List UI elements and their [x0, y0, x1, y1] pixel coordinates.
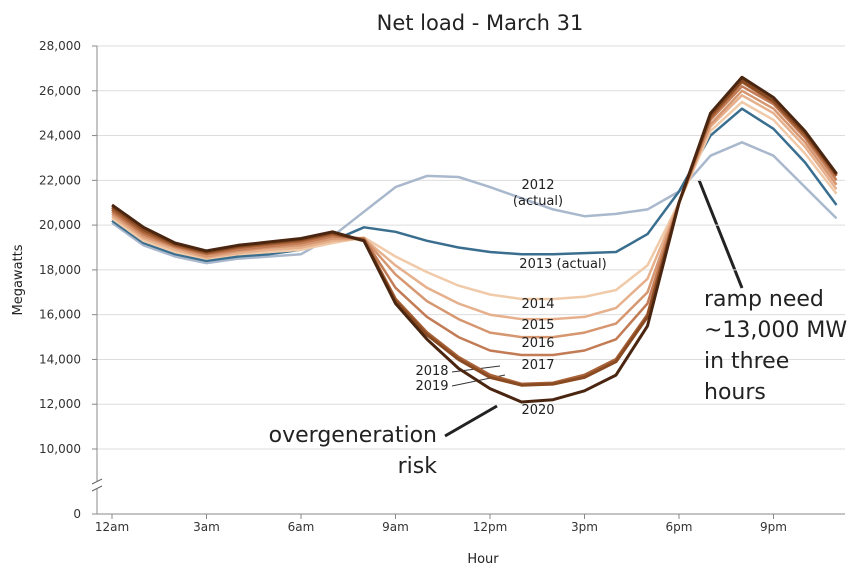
series-label: 2015: [521, 318, 555, 333]
series-label: 2012 (actual): [512, 178, 564, 209]
series-line: [111, 141, 838, 265]
y-axis-label: Megawatts: [11, 244, 26, 315]
series-line: [111, 75, 838, 404]
y-tick-label: 26,000: [39, 84, 81, 98]
y-tick-label: 12,000: [39, 397, 81, 411]
annotation-line: ramp need: [704, 287, 824, 312]
axis-break: [91, 478, 103, 485]
x-tick-label: 6am: [288, 520, 315, 534]
annotation-line: in three hours: [704, 349, 790, 405]
x-tick-label: 3am: [193, 520, 220, 534]
series-label: 2020: [521, 403, 555, 418]
series-label: 2014: [521, 297, 555, 312]
x-tick-label: 3pm: [571, 520, 598, 534]
x-tick-label: 12am: [95, 520, 129, 534]
x-tick-label: 9pm: [760, 520, 787, 534]
y-tick-label: 0: [73, 507, 81, 521]
series-line: [111, 107, 838, 263]
overgen-arrow: [444, 404, 498, 438]
y-tick-label: 16,000: [39, 308, 81, 322]
x-tick-label: 9am: [382, 520, 409, 534]
series-label: 2017: [521, 358, 555, 373]
series-line: [111, 94, 838, 321]
y-tick-label: 20,000: [39, 218, 81, 232]
axis-break-gap: [91, 481, 103, 489]
y-tick-label: 28,000: [39, 39, 81, 53]
ramp-arrow: [697, 179, 744, 289]
series-label: 2016: [521, 336, 555, 351]
series-label: 2019: [415, 379, 449, 394]
series-label: 2018: [415, 364, 449, 379]
axis-break: [91, 485, 103, 492]
y-tick-label: 22,000: [39, 173, 81, 187]
annotation: overgeneration risk: [235, 420, 437, 482]
series-line: [111, 85, 838, 357]
chart-title: Net load - March 31: [377, 11, 584, 35]
annotation: ramp need ~13,000 MW in three hours: [704, 284, 852, 408]
y-tick-label: 18,000: [39, 263, 81, 277]
y-tick-label: 14,000: [39, 352, 81, 366]
series-label: 2013 (actual): [519, 257, 607, 272]
annotation-line: overgeneration: [268, 423, 437, 448]
y-tick-label: 24,000: [39, 129, 81, 143]
x-tick-label: 6pm: [666, 520, 693, 534]
x-tick-label: 12pm: [473, 520, 508, 534]
x-axis-label: Hour: [467, 552, 499, 567]
y-tick-label: 10,000: [39, 442, 81, 456]
annotation-line: risk: [397, 454, 437, 479]
series-line: [111, 89, 838, 339]
annotation-line: ~13,000 MW: [704, 318, 848, 343]
